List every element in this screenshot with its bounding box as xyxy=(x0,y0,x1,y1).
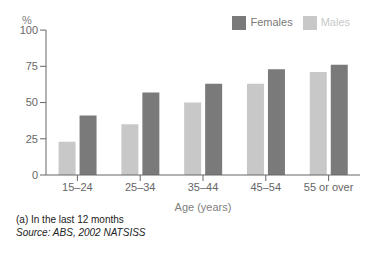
html-text:Males: Males xyxy=(320,16,350,28)
svg-text:100: 100 xyxy=(19,24,38,36)
svg-text:50: 50 xyxy=(26,96,38,108)
html-text:(a) In the last 12 months: (a) In the last 12 months xyxy=(16,214,124,225)
svg-text:Age (years): Age (years) xyxy=(175,201,232,213)
html-text:Females: Females xyxy=(250,16,293,28)
svg-text:55 or over: 55 or over xyxy=(304,181,354,193)
svg-text:15–24: 15–24 xyxy=(62,181,93,193)
svg-text:%: % xyxy=(22,14,32,26)
svg-text:25: 25 xyxy=(26,133,38,145)
svg-text:0: 0 xyxy=(32,169,38,181)
svg-text:75: 75 xyxy=(26,60,38,72)
svg-text:25–34: 25–34 xyxy=(125,181,156,193)
svg-text:45–54: 45–54 xyxy=(251,181,282,193)
html-text:Source: ABS, 2002 NATSISS: Source: ABS, 2002 NATSISS xyxy=(16,227,146,238)
svg-text:35–44: 35–44 xyxy=(188,181,219,193)
